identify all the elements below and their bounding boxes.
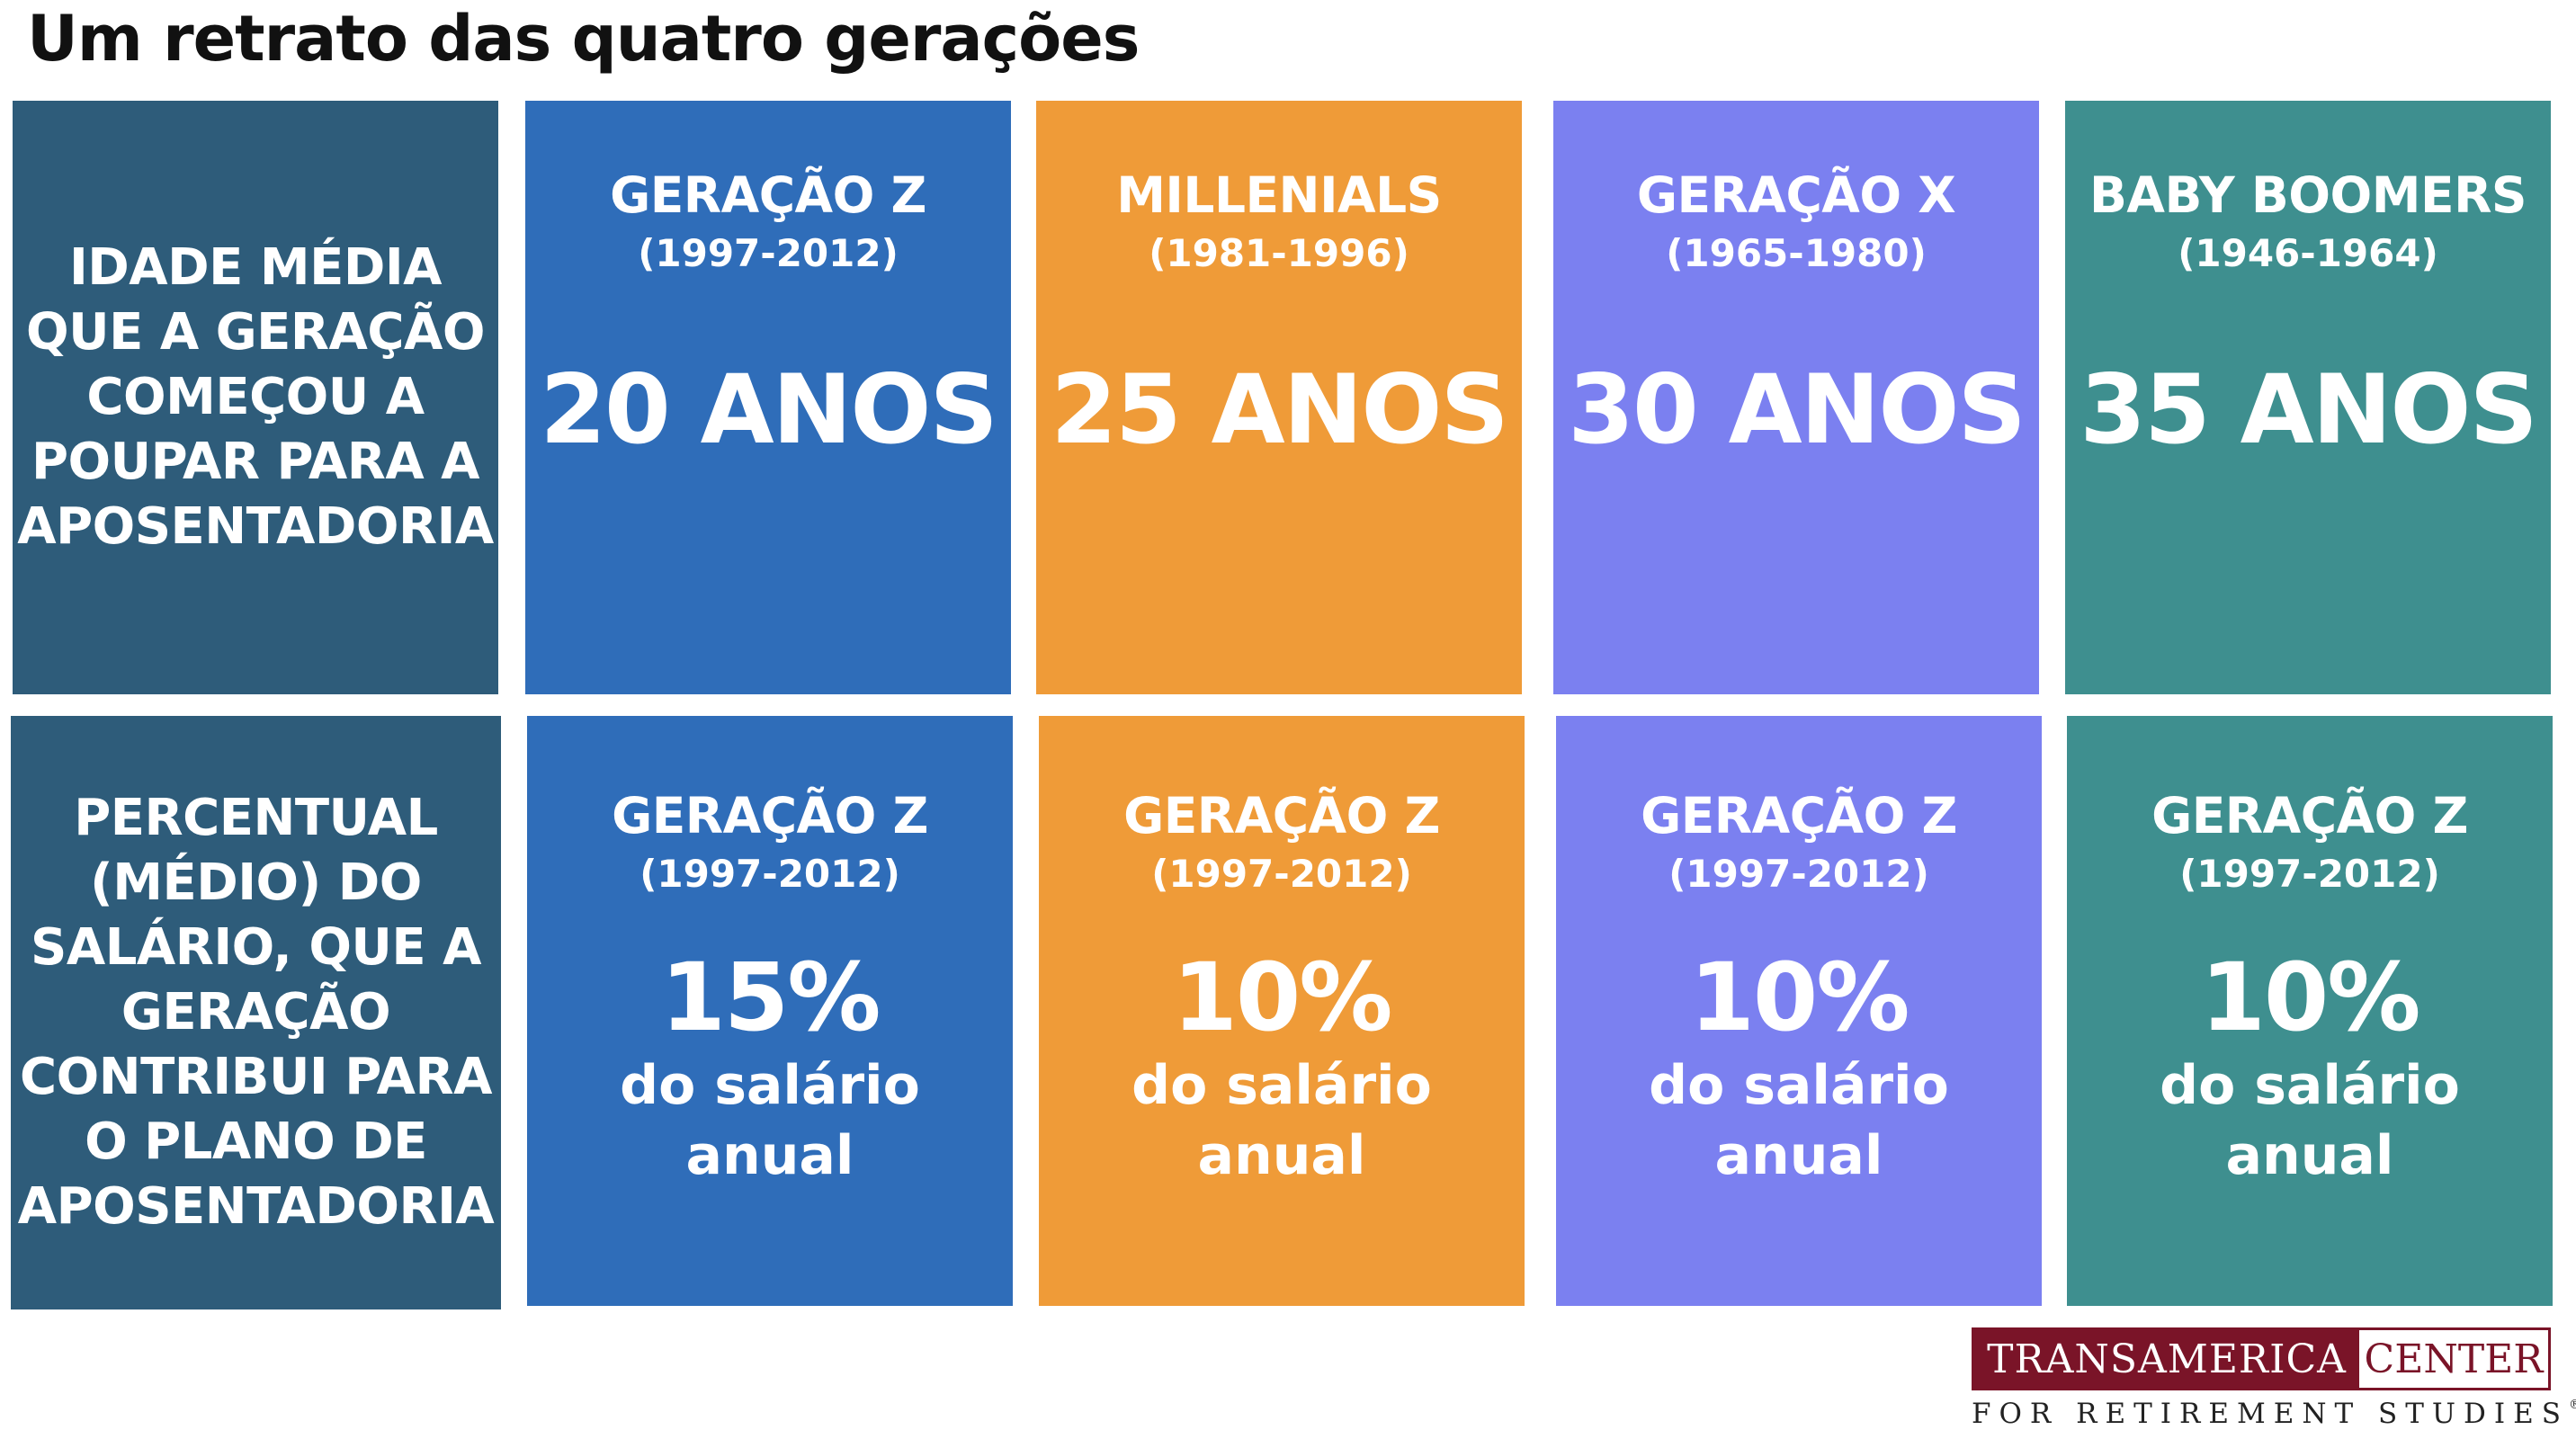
generation-years: (1997-2012) [638,231,899,275]
row2-label-tile: PERCENTUAL (MÉDIO) DO SALÁRIO, QUE A GER… [11,716,501,1309]
registered-mark: ® [2569,1398,2576,1412]
generation-name: GERAÇÃO Z [1123,787,1440,845]
contribution-desc: do salário anual [1649,1054,1949,1187]
transamerica-center-logo: TRANSAMERICA CENTER FOR RETIREMENT STUDI… [1972,1327,2576,1432]
generation-years: (1997-2012) [640,852,900,896]
tile-gen-z-contribution: GERAÇÃO Z (1997-2012) 15% do salário anu… [527,716,1013,1306]
contribution-percent: 10% [2200,943,2421,1052]
generation-name: GERAÇÃO Z [2151,787,2468,845]
contribution-percent: 10% [1689,943,1910,1052]
row2-label: PERCENTUAL (MÉDIO) DO SALÁRIO, QUE A GER… [17,789,495,1236]
generation-name: GERAÇÃO Z [610,166,926,224]
start-age-value: 30 ANOS [1568,354,2026,465]
start-age-value: 20 ANOS [540,354,998,465]
tile-boomers-contribution: GERAÇÃO Z (1997-2012) 10% do salário anu… [2067,716,2553,1306]
generation-name: BABY BOOMERS [2089,166,2527,224]
logo-center: CENTER [2359,1330,2548,1388]
logo-wordmark: TRANSAMERICA CENTER [1972,1327,2551,1390]
generation-years: (1997-2012) [1668,852,1929,896]
contribution-desc: do salário anual [1131,1054,1432,1187]
tile-gen-x-contribution: GERAÇÃO Z (1997-2012) 10% do salário anu… [1556,716,2042,1306]
generation-years: (1946-1964) [2178,231,2438,275]
logo-transamerica: TRANSAMERICA [1974,1330,2359,1388]
generation-name: GERAÇÃO X [1636,166,1956,224]
generation-years: (1981-1996) [1149,231,1409,275]
tile-millenials-age: MILLENIALS (1981-1996) 25 ANOS [1036,101,1522,694]
row1-label: IDADE MÉDIA QUE A GERAÇÃO COMEÇOU A POUP… [17,238,494,556]
tile-boomers-age: BABY BOOMERS (1946-1964) 35 ANOS [2065,101,2551,694]
generation-name: MILLENIALS [1116,166,1442,224]
generation-years: (1965-1980) [1666,231,1927,275]
generation-name: GERAÇÃO Z [1641,787,1957,845]
page-title: Um retrato das quatro gerações [27,2,1140,76]
generation-years: (1997-2012) [1151,852,1412,896]
tile-gen-x-age: GERAÇÃO X (1965-1980) 30 ANOS [1553,101,2039,694]
start-age-value: 35 ANOS [2080,354,2538,465]
contribution-desc: do salário anual [620,1054,920,1187]
start-age-value: 25 ANOS [1051,354,1509,465]
tile-millenials-contribution: GERAÇÃO Z (1997-2012) 10% do salário anu… [1039,716,1525,1306]
contribution-percent: 10% [1172,943,1393,1052]
contribution-desc: do salário anual [2160,1054,2460,1187]
tile-gen-z-age: GERAÇÃO Z (1997-2012) 20 ANOS [525,101,1011,694]
generation-name: GERAÇÃO Z [612,787,928,845]
logo-tagline: FOR RETIREMENT STUDIES® [1972,1398,2576,1430]
row1-label-tile: IDADE MÉDIA QUE A GERAÇÃO COMEÇOU A POUP… [13,101,498,694]
generation-years: (1997-2012) [2179,852,2440,896]
contribution-percent: 15% [660,943,881,1052]
logo-tagline-text: FOR RETIREMENT STUDIES [1972,1398,2570,1430]
